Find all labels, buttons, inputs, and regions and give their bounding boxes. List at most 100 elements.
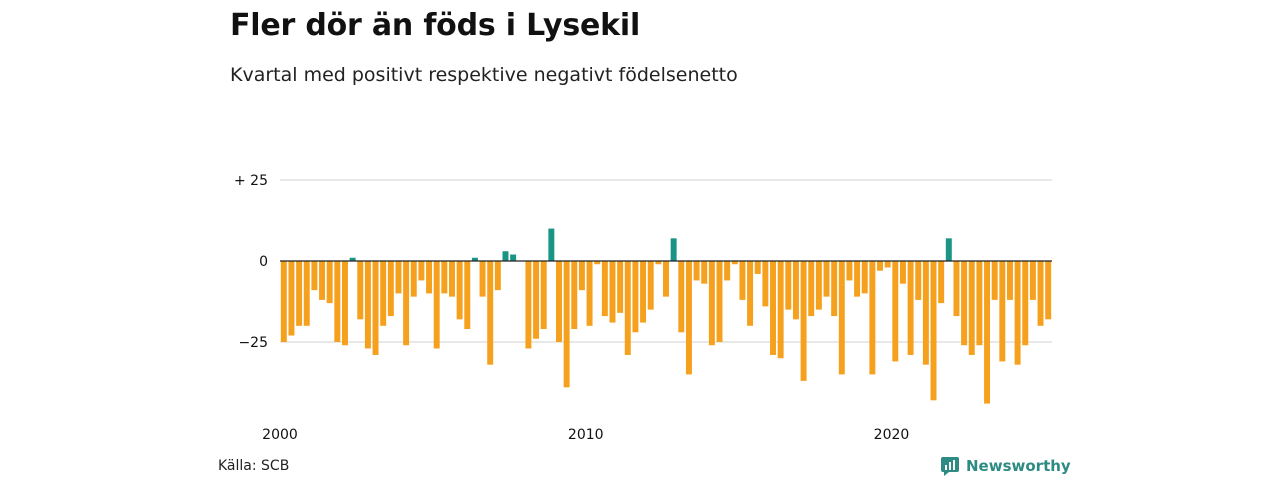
- bar-negative: [418, 261, 425, 281]
- bar-negative: [449, 261, 455, 297]
- bar-negative: [609, 261, 616, 323]
- bar-negative: [663, 261, 669, 297]
- bar-negative: [578, 261, 585, 291]
- bar-negative: [487, 261, 494, 365]
- bar-negative: [341, 261, 348, 346]
- bar-negative: [953, 261, 960, 317]
- bar-negative: [999, 261, 1006, 362]
- bars: [280, 228, 1052, 404]
- bar-negative: [296, 261, 303, 326]
- bar-negative: [594, 261, 601, 265]
- bar-negative: [984, 261, 991, 404]
- bar-negative: [922, 261, 929, 365]
- bar-positive: [945, 238, 952, 261]
- bar-negative: [991, 261, 998, 300]
- x-tick-label: 2000: [262, 427, 298, 443]
- bar-negative: [571, 261, 578, 330]
- bar-negative: [632, 261, 639, 333]
- bar-negative: [731, 261, 738, 265]
- bar-negative: [762, 261, 769, 307]
- bar-negative: [1029, 261, 1036, 300]
- bar-positive: [548, 228, 555, 261]
- bar-negative: [823, 261, 830, 297]
- bar-negative: [288, 261, 295, 336]
- bar-negative: [930, 261, 937, 401]
- bar-negative: [494, 261, 501, 291]
- bar-negative: [838, 261, 845, 375]
- bar-negative: [647, 261, 654, 310]
- bar-negative: [808, 261, 815, 317]
- source-note: Källa: SCB: [218, 458, 290, 474]
- bar-negative: [357, 261, 364, 320]
- bar-negative: [777, 261, 784, 359]
- bar-negative: [280, 261, 287, 342]
- bar-negative: [854, 261, 861, 297]
- bar-negative: [403, 261, 410, 346]
- bar-negative: [701, 261, 708, 284]
- bar-negative: [747, 261, 754, 326]
- bar-negative: [1037, 261, 1044, 326]
- bar-negative: [586, 261, 593, 326]
- bar-negative: [861, 261, 868, 294]
- bar-negative: [640, 261, 647, 323]
- brand-logo[interactable]: Newsworthy: [940, 456, 1071, 476]
- bar-chart: + 25 0 −25 2000 2010 2020: [234, 173, 1052, 443]
- brand-name: Newsworthy: [966, 457, 1071, 475]
- bar-negative: [303, 261, 310, 326]
- bar-negative: [915, 261, 922, 300]
- bar-negative: [464, 261, 471, 330]
- bar-negative: [815, 261, 822, 310]
- newsworthy-logo-icon: [941, 457, 959, 476]
- bar-negative: [1045, 261, 1052, 320]
- bar-negative: [426, 261, 433, 294]
- y-tick-label: + 25: [234, 173, 268, 189]
- bar-negative: [869, 261, 876, 375]
- bar-negative: [380, 261, 387, 326]
- bar-negative: [433, 261, 440, 349]
- chart-title: Fler dör än föds i Lysekil: [230, 8, 641, 43]
- bar-negative: [938, 261, 945, 304]
- bar-negative: [326, 261, 333, 304]
- bar-negative: [1022, 261, 1029, 346]
- bar-negative: [364, 261, 371, 349]
- bar-negative: [395, 261, 402, 294]
- bar-negative: [1006, 261, 1013, 300]
- y-tick-label: −25: [238, 335, 268, 351]
- x-tick-label: 2020: [874, 427, 910, 443]
- bar-negative: [311, 261, 318, 291]
- bar-negative: [456, 261, 463, 320]
- bar-negative: [1014, 261, 1021, 365]
- bar-negative: [976, 261, 983, 346]
- bar-negative: [319, 261, 326, 300]
- bar-negative: [334, 261, 341, 342]
- bar-negative: [655, 261, 662, 265]
- bar-negative: [892, 261, 899, 362]
- bar-negative: [877, 261, 883, 271]
- bar-negative: [556, 261, 562, 342]
- bar-negative: [800, 261, 807, 381]
- bar-negative: [372, 261, 379, 355]
- bar-negative: [685, 261, 692, 375]
- bar-positive: [471, 257, 478, 261]
- y-tick-label: 0: [259, 254, 268, 270]
- chart-subtitle: Kvartal med positivt respektive negativt…: [230, 64, 738, 86]
- bar-negative: [724, 261, 731, 281]
- bar-negative: [739, 261, 746, 300]
- bar-negative: [884, 261, 891, 268]
- bar-negative: [754, 261, 761, 274]
- bar-negative: [533, 261, 540, 339]
- bar-negative: [846, 261, 853, 281]
- bar-negative: [785, 261, 792, 310]
- bar-negative: [441, 261, 448, 294]
- bar-negative: [708, 261, 715, 346]
- bar-negative: [410, 261, 417, 297]
- bar-positive: [510, 254, 517, 261]
- bar-negative: [770, 261, 776, 355]
- bar-negative: [479, 261, 486, 297]
- bar-negative: [525, 261, 532, 349]
- bar-negative: [899, 261, 906, 284]
- axes: + 25 0 −25 2000 2010 2020: [234, 173, 1052, 443]
- bar-negative: [678, 261, 685, 333]
- bar-negative: [961, 261, 968, 346]
- bar-negative: [601, 261, 608, 317]
